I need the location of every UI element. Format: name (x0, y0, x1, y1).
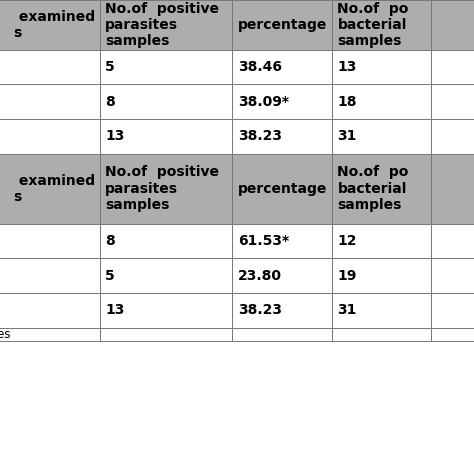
Bar (431, 84, 474, 119)
Bar (232, 119, 332, 154)
Text: No.of  po
bacterial
samples: No.of po bacterial samples (337, 165, 409, 212)
Bar (100, 0, 232, 50)
Bar (100, 258, 232, 293)
Bar (232, 224, 332, 258)
Bar (232, 328, 332, 341)
Bar (0, 328, 100, 341)
Bar (431, 258, 474, 293)
Text: percentage: percentage (238, 182, 328, 196)
Text: 38.23: 38.23 (238, 303, 282, 317)
Text: No.of  po
bacterial
samples: No.of po bacterial samples (337, 2, 409, 48)
Text: No.of  positive
parasites
samples: No.of positive parasites samples (105, 2, 219, 48)
Text: No.of  positive
parasites
samples: No.of positive parasites samples (105, 165, 219, 212)
Bar (431, 293, 474, 328)
Text: 5: 5 (105, 269, 115, 283)
Text: examined
s: examined s (14, 10, 95, 40)
Bar (100, 224, 232, 258)
Text: 61.53*: 61.53* (238, 234, 289, 248)
Bar (0, 293, 100, 328)
Text: 13: 13 (105, 129, 125, 143)
Text: 38.09*: 38.09* (238, 95, 289, 109)
Bar (100, 84, 232, 119)
Bar (232, 154, 332, 224)
Bar (431, 224, 474, 258)
Bar (332, 328, 431, 341)
Bar (100, 119, 232, 154)
Bar (332, 224, 431, 258)
Text: 5: 5 (105, 60, 115, 74)
Bar (332, 293, 431, 328)
Bar (431, 50, 474, 84)
Bar (100, 293, 232, 328)
Bar (100, 154, 232, 224)
Text: erences: erences (0, 328, 11, 341)
Bar (232, 50, 332, 84)
Bar (232, 84, 332, 119)
Bar (0, 224, 100, 258)
Bar (232, 258, 332, 293)
Text: 8: 8 (105, 95, 115, 109)
Bar (0, 119, 100, 154)
Bar (100, 50, 232, 84)
Bar (0, 84, 100, 119)
Bar (332, 84, 431, 119)
Bar (332, 258, 431, 293)
Text: 13: 13 (337, 60, 357, 74)
Bar (332, 154, 431, 224)
Text: 8: 8 (105, 234, 115, 248)
Bar (431, 119, 474, 154)
Text: 31: 31 (337, 303, 357, 317)
Bar (332, 0, 431, 50)
Text: 19: 19 (337, 269, 357, 283)
Bar (232, 0, 332, 50)
Text: examined
s: examined s (14, 173, 95, 204)
Text: percentage: percentage (238, 18, 328, 32)
Text: 18: 18 (337, 95, 357, 109)
Bar (431, 0, 474, 50)
Bar (0, 258, 100, 293)
Bar (232, 293, 332, 328)
Bar (431, 328, 474, 341)
Text: 13: 13 (105, 303, 125, 317)
Bar (332, 50, 431, 84)
Text: 12: 12 (337, 234, 357, 248)
Text: 31: 31 (337, 129, 357, 143)
Bar (431, 154, 474, 224)
Text: 38.46: 38.46 (238, 60, 282, 74)
Bar (0, 0, 100, 50)
Bar (0, 154, 100, 224)
Bar (0, 50, 100, 84)
Text: 23.80: 23.80 (238, 269, 282, 283)
Bar (100, 328, 232, 341)
Bar (332, 119, 431, 154)
Text: 38.23: 38.23 (238, 129, 282, 143)
